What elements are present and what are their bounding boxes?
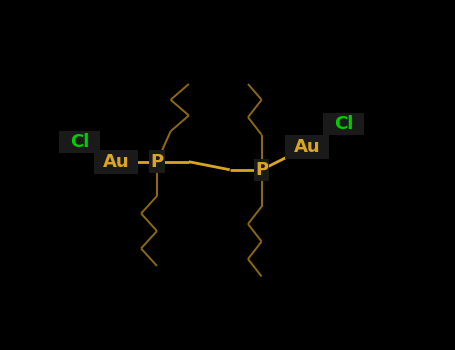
Text: P: P xyxy=(255,161,268,179)
FancyBboxPatch shape xyxy=(254,159,269,181)
Text: P: P xyxy=(151,153,163,171)
Text: Au: Au xyxy=(294,138,320,156)
FancyBboxPatch shape xyxy=(285,135,329,159)
FancyBboxPatch shape xyxy=(94,150,138,174)
FancyBboxPatch shape xyxy=(149,150,165,173)
FancyBboxPatch shape xyxy=(323,113,364,135)
FancyBboxPatch shape xyxy=(59,131,100,153)
Text: Au: Au xyxy=(103,153,129,171)
Text: Cl: Cl xyxy=(334,115,353,133)
Text: Cl: Cl xyxy=(70,133,89,151)
